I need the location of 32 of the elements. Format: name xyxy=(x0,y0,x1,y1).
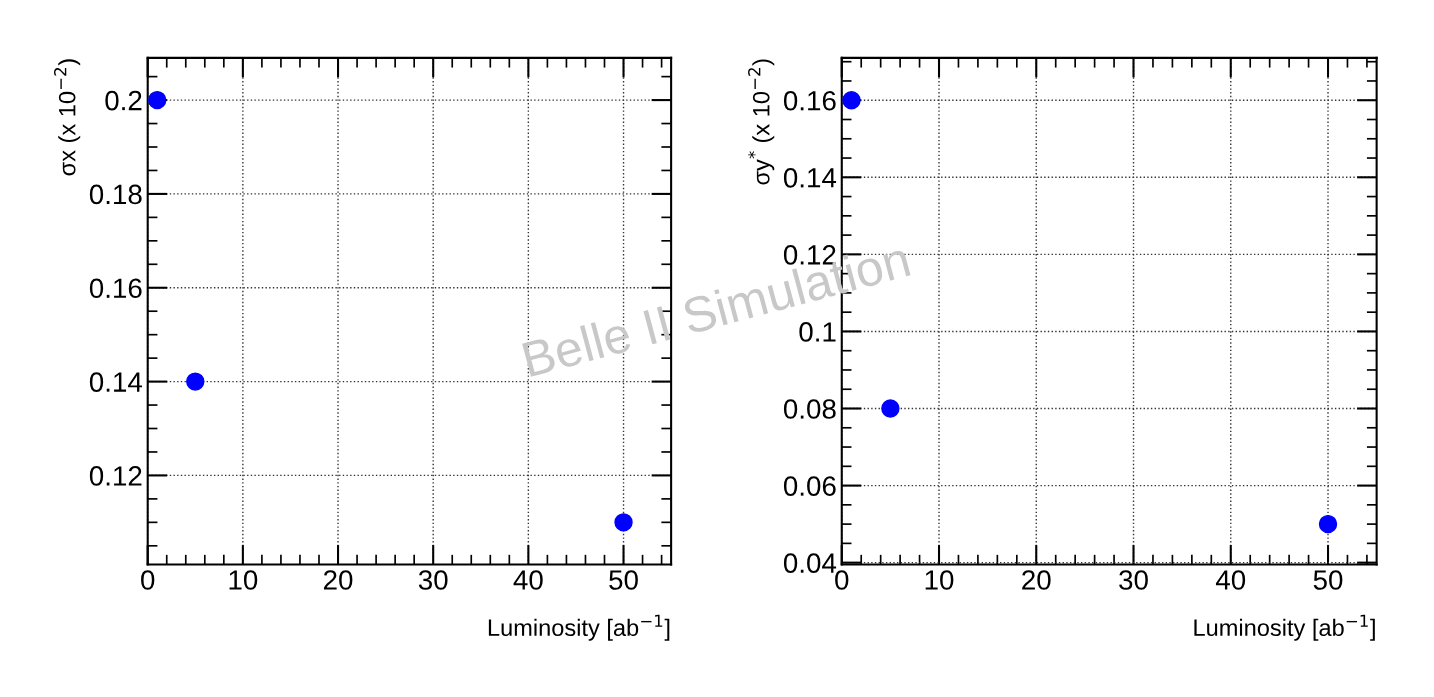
x-tick-label: 20 xyxy=(1022,570,1051,590)
y-axis-title: σx (x 10$^{−2}$) xyxy=(54,59,81,176)
y-tick-label: 0.16 xyxy=(89,278,142,299)
point xyxy=(881,399,900,418)
y-tick-label: 0.06 xyxy=(783,476,836,496)
x-tick-label: 40 xyxy=(1215,570,1246,590)
y-tick-label: 0.12 xyxy=(89,466,142,486)
x-tick-label: 50 xyxy=(1313,570,1343,590)
x-axis-title: Luminosity [ab$^{−1}$] xyxy=(488,614,670,641)
y-axis-title: σy$^{*}$ (x 10$^{−2}$) xyxy=(748,59,775,185)
x-tick-label: 50 xyxy=(609,570,638,590)
y-tick-label: 0.08 xyxy=(783,399,836,419)
point xyxy=(186,372,205,391)
y-tick-label: 0.04 xyxy=(783,553,837,573)
y-tick-label: 0.14 xyxy=(783,167,837,188)
y-tick-label: 0.18 xyxy=(89,184,142,205)
y-tick-label: 0.2 xyxy=(105,90,142,111)
point xyxy=(614,513,633,532)
x-tick-label: 0 xyxy=(141,570,155,590)
x-tick-label: 10 xyxy=(229,570,258,590)
y-tick-label: 0.16 xyxy=(783,90,836,111)
x-tick-label: 30 xyxy=(1119,570,1148,590)
point xyxy=(148,90,167,110)
x-tick-label: 20 xyxy=(323,570,353,590)
point xyxy=(842,91,861,110)
point xyxy=(1318,514,1338,534)
y-tick-label: 0.14 xyxy=(89,372,143,392)
x-tick-label: 30 xyxy=(418,570,448,590)
x-tick-label: 40 xyxy=(513,570,543,590)
x-tick-label: 0 xyxy=(835,570,849,590)
x-axis-title: Luminosity [ab$^{−1}$] xyxy=(1194,614,1375,641)
x-tick-label: 10 xyxy=(925,570,954,590)
